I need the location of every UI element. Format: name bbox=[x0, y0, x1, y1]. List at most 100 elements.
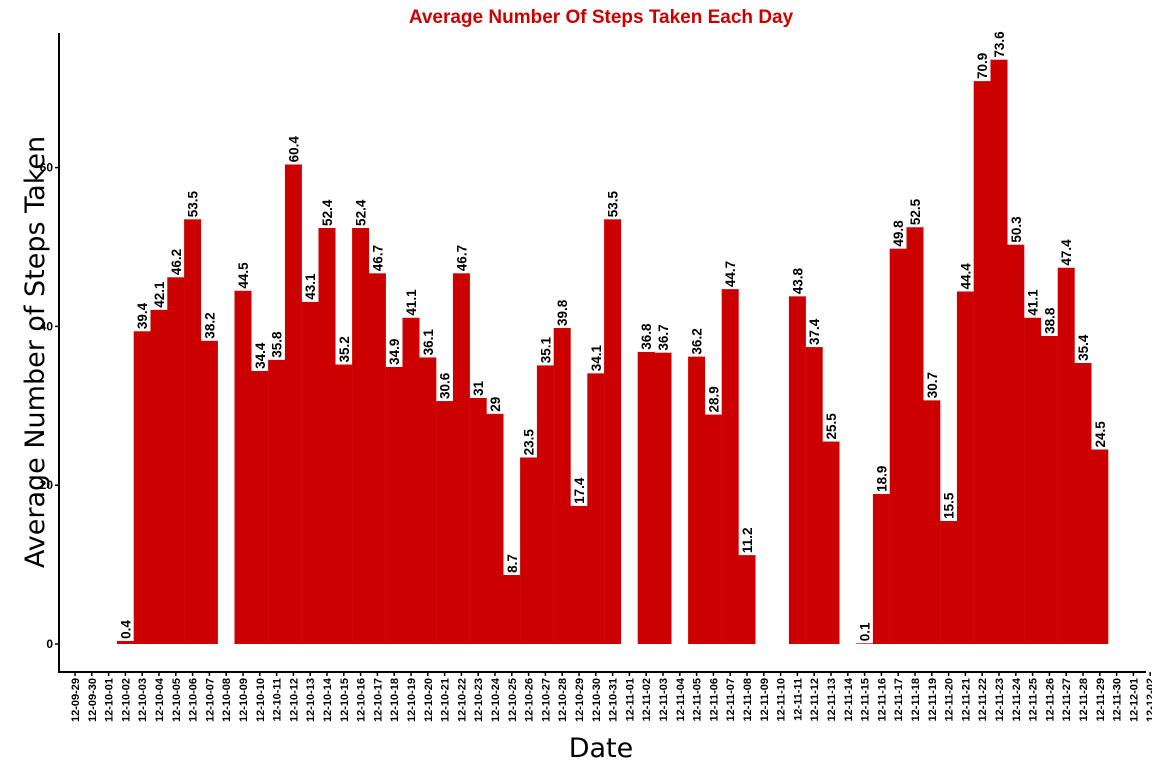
data-label-bg bbox=[335, 330, 352, 365]
y-axis-label: Average Number of Steps Taken bbox=[20, 136, 51, 568]
x-tick-label: 12-11-17 bbox=[893, 678, 905, 721]
data-label: 46.7 bbox=[370, 245, 385, 271]
bar bbox=[436, 401, 454, 644]
data-label-bg bbox=[957, 257, 974, 292]
data-label-bg bbox=[235, 256, 251, 291]
bar bbox=[889, 248, 907, 644]
x-tick-label: 12-10-08 bbox=[221, 678, 233, 722]
bar bbox=[604, 219, 622, 644]
bar bbox=[200, 340, 218, 644]
bar bbox=[704, 414, 722, 644]
data-label: 36.1 bbox=[421, 329, 436, 356]
x-tick-label: 12-10-24 bbox=[490, 677, 502, 722]
x-tick-label: 12-11-08 bbox=[742, 678, 754, 721]
bar bbox=[133, 331, 151, 644]
data-label-bg bbox=[806, 313, 823, 348]
data-label-bg bbox=[201, 306, 218, 341]
bar bbox=[150, 309, 168, 644]
data-label-bg bbox=[1058, 233, 1075, 268]
bar bbox=[520, 457, 538, 644]
x-tick-label: 12-11-10 bbox=[776, 678, 788, 721]
x-tick-label: 12-11-14 bbox=[843, 677, 855, 721]
data-label-bg bbox=[823, 407, 839, 442]
data-labels: 0.4 39.442.146.2 53.5 38.2 44.5 34.4 35.8 60.4 4… bbox=[117, 25, 1108, 644]
x-tick-label: 12-10-15 bbox=[339, 678, 351, 722]
data-label-bg bbox=[974, 47, 991, 82]
x-tick-label: 12-10-01 bbox=[104, 678, 116, 722]
bar bbox=[872, 493, 890, 644]
bar bbox=[940, 520, 958, 644]
bar bbox=[654, 352, 672, 644]
x-tick-label: 12-10-30 bbox=[591, 678, 603, 722]
bar bbox=[1074, 362, 1092, 644]
bar bbox=[368, 273, 386, 644]
data-label: 15.5 bbox=[942, 492, 957, 519]
data-label: 25.5 bbox=[824, 413, 839, 440]
data-label-bg bbox=[369, 239, 386, 274]
data-label: 36.8 bbox=[639, 323, 654, 350]
x-tick-label: 12-11-24 bbox=[1011, 677, 1023, 721]
data-label: 53.5 bbox=[186, 190, 201, 217]
x-tick-label: 12-10-02 bbox=[120, 678, 132, 722]
data-label: 41.1 bbox=[404, 289, 419, 316]
data-label-bg bbox=[856, 616, 873, 644]
data-label-bg bbox=[907, 193, 923, 228]
x-tick-label: 12-10-11 bbox=[272, 678, 284, 721]
x-tick-label: 12-10-16 bbox=[356, 678, 368, 722]
x-tick-label: 12-10-25 bbox=[507, 678, 519, 722]
data-label: 8.7 bbox=[505, 554, 520, 573]
bar bbox=[402, 317, 420, 644]
data-label-bg bbox=[923, 366, 940, 401]
x-tick-label: 12-10-31 bbox=[608, 678, 620, 722]
y-tick-label: 40 bbox=[40, 319, 54, 333]
x-tick-label: 12-11-22 bbox=[977, 678, 989, 721]
data-label-bg bbox=[873, 459, 890, 494]
bar bbox=[1057, 267, 1075, 644]
bar bbox=[1091, 449, 1109, 644]
data-label: 46.2 bbox=[169, 249, 184, 275]
data-label: 73.6 bbox=[992, 31, 1007, 58]
bar bbox=[721, 289, 739, 644]
x-tick-label: 12-10-20 bbox=[423, 678, 435, 722]
data-label: 60.4 bbox=[286, 136, 301, 163]
bar bbox=[738, 555, 756, 644]
y-tick-label: 60 bbox=[40, 161, 54, 175]
data-label-bg bbox=[436, 367, 453, 402]
data-label: 18.9 bbox=[874, 466, 889, 492]
x-tick-label: 12-11-25 bbox=[1028, 678, 1040, 721]
data-label: 39.4 bbox=[135, 302, 150, 329]
chart-title: Average Number Of Steps Taken Each Day bbox=[409, 7, 794, 28]
bar bbox=[637, 351, 655, 644]
x-tick-label: 12-11-28 bbox=[1078, 678, 1090, 721]
data-label: 0.1 bbox=[858, 622, 873, 641]
x-tick-label: 12-10-26 bbox=[524, 678, 536, 722]
bar bbox=[1024, 317, 1042, 644]
data-label-bg bbox=[705, 380, 722, 415]
data-label-bg bbox=[520, 423, 537, 458]
data-label: 38.8 bbox=[1042, 307, 1057, 334]
bar bbox=[251, 370, 269, 644]
x-tick-label: 12-10-06 bbox=[188, 678, 200, 722]
data-label: 44.5 bbox=[236, 262, 251, 289]
x-tick-label: 12-10-17 bbox=[372, 678, 384, 722]
data-label: 29 bbox=[488, 397, 503, 412]
data-label: 11.2 bbox=[740, 528, 755, 554]
x-tick-label: 12-10-27 bbox=[540, 678, 552, 722]
y-tick-label: 20 bbox=[40, 478, 54, 492]
data-label: 30.7 bbox=[925, 372, 940, 398]
bar bbox=[570, 505, 588, 644]
bar bbox=[419, 357, 437, 644]
x-tick-label: 12-10-22 bbox=[456, 678, 468, 722]
x-tick-label: 12-10-29 bbox=[574, 678, 586, 722]
data-label: 23.5 bbox=[522, 429, 537, 456]
x-tick-label: 12-10-09 bbox=[238, 678, 250, 722]
data-label: 39.8 bbox=[555, 299, 570, 326]
data-label: 52.4 bbox=[354, 199, 369, 226]
data-label-bg bbox=[184, 185, 201, 220]
data-label-bg bbox=[739, 521, 755, 556]
data-label: 70.9 bbox=[975, 53, 990, 79]
bar bbox=[503, 574, 521, 644]
x-tick-label: 12-11-18 bbox=[910, 678, 922, 721]
x-tick-label: 12-11-19 bbox=[927, 678, 939, 721]
bar bbox=[301, 301, 319, 644]
